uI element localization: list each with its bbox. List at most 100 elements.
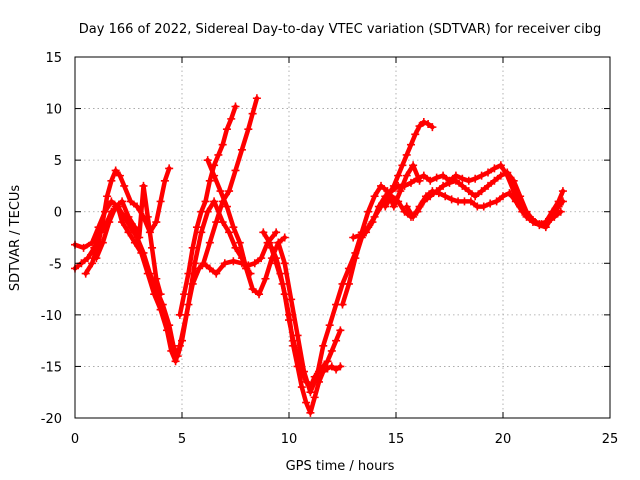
data-point-marker — [285, 316, 293, 325]
data-point-marker — [231, 102, 240, 111]
data-point-marker — [511, 197, 520, 206]
data-point-marker — [124, 212, 133, 221]
data-point-marker — [92, 254, 101, 263]
data-point-marker — [496, 161, 505, 170]
data-point-marker — [143, 212, 152, 221]
data-point-marker — [394, 171, 403, 180]
data-point-marker — [351, 254, 360, 263]
data-point-marker — [222, 125, 231, 134]
data-point-marker — [310, 372, 319, 381]
data-point-marker — [509, 176, 518, 185]
data-point-marker — [88, 259, 97, 268]
data-point-marker — [265, 238, 274, 247]
data-point-marker — [370, 192, 379, 201]
data-point-marker — [400, 207, 409, 216]
data-point-marker — [218, 140, 227, 149]
series-track-5 — [175, 102, 240, 319]
data-point-marker — [432, 173, 441, 182]
data-point-marker — [336, 362, 345, 371]
data-point-marker — [257, 254, 266, 263]
data-point-marker — [212, 269, 221, 278]
data-point-marker — [173, 352, 182, 361]
axis-ticks: 0 5 10 15 20 25 -20 -15 -10 -5 0 5 10 15 — [41, 51, 619, 447]
data-point-marker — [255, 290, 264, 299]
y-tick-label: -10 — [41, 309, 62, 324]
data-point-marker — [362, 228, 371, 237]
data-series — [71, 94, 567, 417]
data-point-marker — [451, 176, 460, 185]
x-axis-title: GPS time / hours — [286, 459, 395, 474]
data-point-marker — [319, 341, 328, 350]
data-point-marker — [197, 207, 206, 216]
data-point-marker — [556, 207, 565, 216]
data-point-marker — [537, 220, 546, 229]
data-point-marker — [332, 365, 341, 374]
data-point-marker — [274, 238, 283, 247]
series-track-4 — [92, 181, 165, 299]
data-point-marker — [441, 192, 450, 201]
data-point-marker — [355, 231, 364, 240]
series-track-13 — [402, 187, 565, 229]
data-point-marker — [471, 192, 480, 201]
data-point-marker — [327, 346, 336, 355]
data-point-marker — [554, 197, 563, 206]
data-point-marker — [289, 336, 298, 345]
data-point-marker — [231, 166, 240, 175]
data-point-marker — [332, 336, 341, 345]
data-point-marker — [558, 187, 567, 196]
data-point-marker — [368, 218, 377, 227]
data-point-marker — [118, 197, 127, 206]
data-point-marker — [314, 367, 323, 376]
data-point-marker — [130, 223, 139, 232]
data-point-marker — [409, 212, 418, 221]
data-point-marker — [139, 181, 148, 190]
data-point-marker — [479, 202, 488, 211]
data-point-marker — [524, 212, 533, 221]
y-tick-label: 5 — [54, 154, 62, 169]
y-tick-label: -15 — [41, 360, 62, 375]
data-point-marker — [197, 228, 206, 237]
data-point-marker — [229, 223, 238, 232]
data-point-marker — [156, 290, 165, 299]
data-point-marker — [548, 207, 557, 216]
data-point-marker — [175, 310, 184, 319]
data-point-marker — [503, 168, 512, 177]
data-point-marker — [237, 145, 246, 154]
data-point-marker — [195, 264, 204, 273]
data-point-marker — [428, 123, 437, 132]
data-point-marker — [490, 176, 499, 185]
data-point-marker — [445, 178, 454, 187]
data-point-marker — [145, 269, 154, 278]
series-track-14 — [267, 243, 345, 392]
data-point-marker — [402, 202, 411, 211]
data-point-marker — [199, 259, 208, 268]
data-point-marker — [98, 238, 107, 247]
series-trace — [201, 96, 260, 266]
data-point-marker — [105, 218, 114, 227]
data-point-marker — [516, 192, 525, 201]
data-point-marker — [466, 197, 475, 206]
data-point-marker — [409, 161, 418, 170]
y-tick-label: 0 — [54, 206, 62, 221]
data-point-marker — [447, 195, 456, 204]
data-point-marker — [543, 218, 552, 227]
data-point-marker — [297, 383, 306, 392]
data-point-marker — [242, 264, 251, 273]
data-point-marker — [156, 197, 165, 206]
data-point-marker — [135, 233, 144, 242]
data-point-marker — [120, 181, 129, 190]
data-point-marker — [302, 377, 311, 386]
data-point-marker — [411, 130, 420, 139]
data-point-marker — [79, 243, 88, 252]
data-point-marker — [415, 202, 424, 211]
data-point-marker — [248, 109, 257, 118]
data-point-marker — [152, 274, 161, 283]
data-point-marker — [111, 166, 120, 175]
data-point-marker — [103, 192, 112, 201]
x-tick-label: 0 — [71, 432, 79, 447]
data-point-marker — [550, 212, 559, 221]
data-point-marker — [276, 269, 285, 278]
data-point-marker — [402, 150, 411, 159]
data-point-marker — [231, 243, 240, 252]
data-point-marker — [244, 125, 253, 134]
